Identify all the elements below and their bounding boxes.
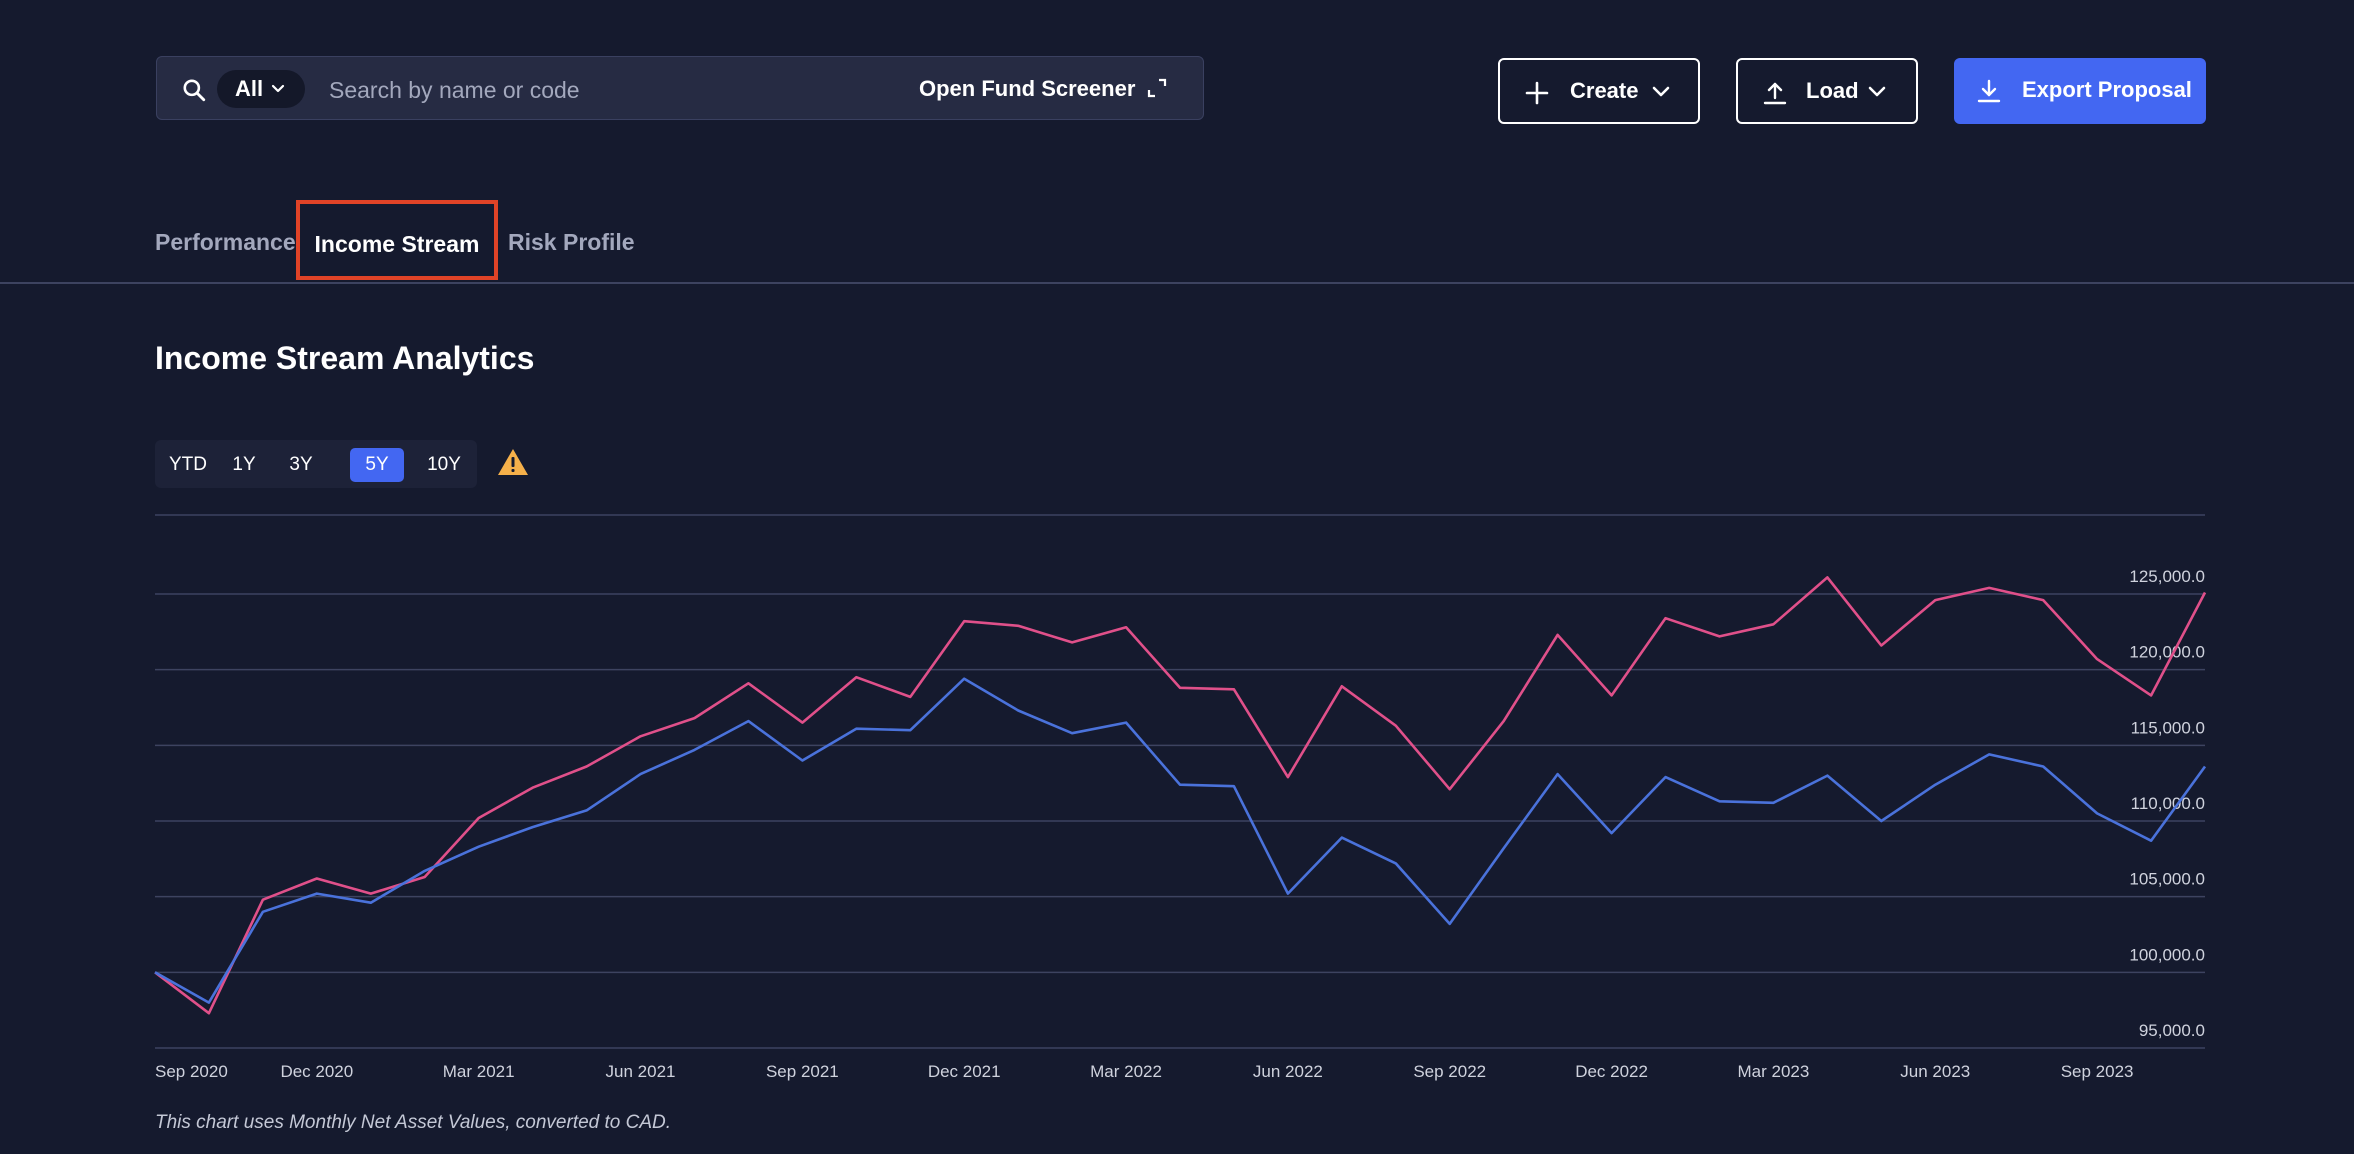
x-tick-label: Mar 2023	[1738, 1062, 1810, 1081]
tab-risk-profile[interactable]: Risk Profile	[508, 229, 635, 255]
y-tick-label: 110,000.0	[2131, 794, 2205, 813]
tab-performance[interactable]: Performance	[155, 229, 296, 255]
range-3y-button[interactable]: 3Y	[289, 454, 313, 475]
x-tick-label: Sep 2021	[766, 1062, 839, 1081]
warning-icon[interactable]	[497, 447, 529, 477]
search-input[interactable]	[327, 67, 891, 113]
scope-dropdown-label: All	[235, 76, 264, 101]
x-tick-label: Jun 2021	[606, 1062, 676, 1081]
tab-income-stream[interactable]: Income Stream	[296, 200, 498, 280]
series-line-blue	[154, 677, 2207, 1004]
range-ytd-button[interactable]: YTD	[169, 454, 207, 475]
search-icon	[183, 79, 206, 102]
y-tick-label: 115,000.0	[2131, 718, 2205, 737]
x-tick-label: Sep 2023	[2061, 1062, 2134, 1081]
range-10y-button[interactable]: 10Y	[427, 454, 461, 475]
tab-bar: Performance Income Stream Risk Profile	[0, 200, 2354, 284]
range-1y-button[interactable]: 1Y	[232, 454, 256, 475]
x-tick-label: Jun 2023	[1900, 1062, 1970, 1081]
x-tick-label: Sep 2022	[1413, 1062, 1486, 1081]
create-button[interactable]: Create	[1498, 58, 1700, 124]
x-tick-label: Mar 2021	[443, 1062, 515, 1081]
y-axis: 95,000.0 100,000.0 105,000.0 110,000.0 115,0…	[2129, 567, 2205, 1040]
x-tick-label: Dec 2020	[280, 1062, 353, 1081]
open-fund-screener-link[interactable]: Open Fund Screener	[919, 76, 1136, 101]
y-tick-label: 105,000.0	[2129, 870, 2205, 889]
chart-grid	[155, 514, 2205, 1049]
chevron-down-icon	[271, 84, 285, 93]
series-line-pink	[154, 576, 2207, 1015]
create-button-label: Create	[1570, 78, 1639, 103]
y-tick-label: 95,000.0	[2139, 1021, 2205, 1040]
x-tick-label: Mar 2022	[1090, 1062, 1162, 1081]
range-5y-button[interactable]: 5Y	[350, 448, 404, 482]
x-tick-label: Dec 2021	[928, 1062, 1001, 1081]
y-tick-label: 125,000.0	[2129, 567, 2205, 586]
export-proposal-button[interactable]: Export Proposal	[1954, 58, 2206, 124]
section-title: Income Stream Analytics	[155, 340, 535, 376]
chart-footnote: This chart uses Monthly Net Asset Values…	[155, 1112, 672, 1133]
x-tick-label: Jun 2022	[1253, 1062, 1323, 1081]
load-button[interactable]: Load	[1736, 58, 1918, 124]
x-tick-label: Sep 2020	[155, 1062, 228, 1081]
y-tick-label: 100,000.0	[2129, 945, 2205, 964]
search-bar: All Open Fund Screener	[156, 56, 1204, 120]
load-button-label: Load	[1806, 78, 1859, 103]
x-tick-label: Dec 2022	[1575, 1062, 1648, 1081]
scope-dropdown[interactable]: All	[217, 70, 305, 108]
download-icon	[1977, 79, 2001, 103]
x-axis: Sep 2020 Dec 2020 Mar 2021 Jun 2021 Sep 2021…	[155, 1062, 2134, 1081]
chevron-down-icon	[1868, 86, 1886, 97]
income-stream-chart: 95,000.0 100,000.0 105,000.0 110,000.0 115,0…	[154, 514, 2207, 1081]
expand-icon[interactable]	[1146, 77, 1168, 99]
chevron-down-icon	[1652, 86, 1670, 97]
chart-series	[154, 576, 2207, 1015]
upload-icon	[1763, 82, 1787, 105]
range-selector: YTD 1Y 3Y 5Y 10Y	[155, 440, 477, 488]
y-tick-label: 120,000.0	[2129, 643, 2205, 662]
plus-icon	[1525, 81, 1549, 105]
export-proposal-label: Export Proposal	[2022, 77, 2192, 102]
